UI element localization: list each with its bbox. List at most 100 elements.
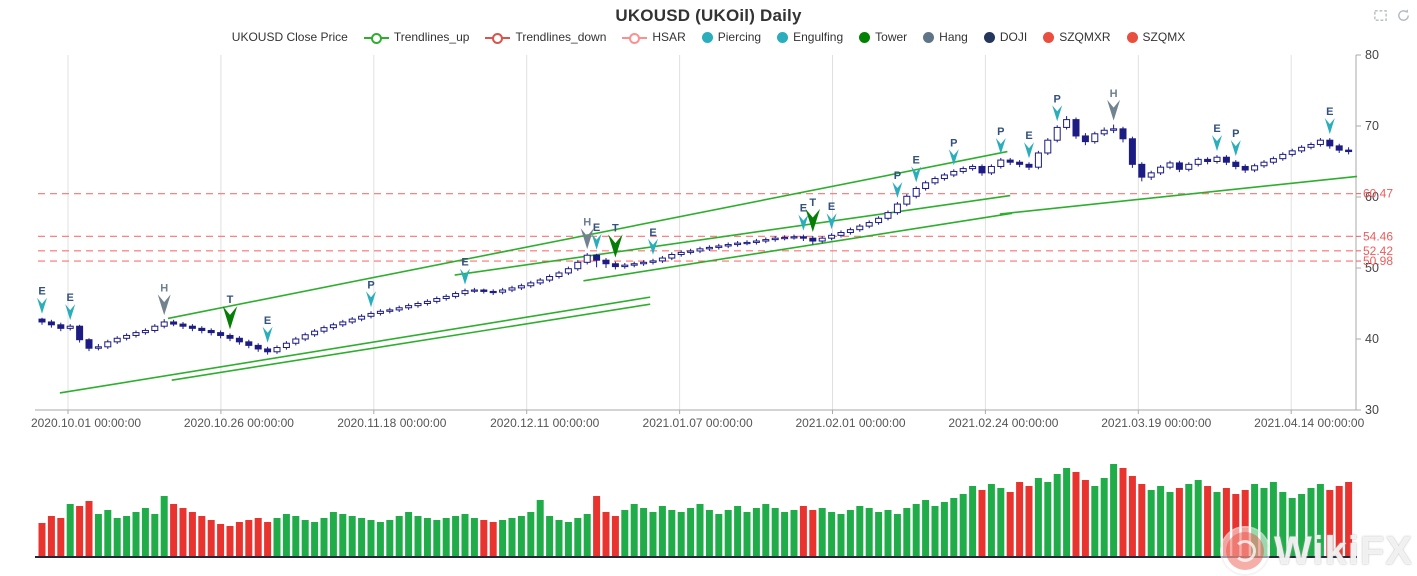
pattern-marker-arrow-tower [222, 306, 238, 330]
legend-item-engulfing[interactable]: Engulfing [777, 30, 843, 44]
volume-bar [358, 518, 366, 556]
legend-item-piercing[interactable]: Piercing [701, 30, 762, 44]
candle-body [1185, 163, 1193, 170]
legend-item-doji[interactable]: DOJI [983, 30, 1027, 44]
volume-bar [320, 518, 328, 556]
legend-item-trendlines-down[interactable]: Trendlines_down [485, 30, 606, 44]
volume-bar [235, 522, 243, 556]
candle-body [66, 325, 74, 329]
volume-bar [217, 524, 225, 556]
volume-bar [282, 514, 290, 556]
pattern-marker-arrow-engulfing [262, 326, 273, 343]
legend-circle-icon [859, 31, 871, 43]
volume-bar [1119, 468, 1127, 556]
legend-circle-icon [923, 31, 935, 43]
volume-bar [57, 518, 65, 556]
legend-item-tower[interactable]: Tower [859, 30, 907, 44]
volume-bar [442, 518, 450, 556]
volume-bar [593, 496, 601, 556]
volume-bar [1194, 480, 1202, 556]
volume-bar [1335, 486, 1343, 556]
legend-item-hsar[interactable]: HSAR [622, 30, 686, 44]
pattern-marker-letter: E [67, 292, 74, 304]
candle-body [1232, 161, 1240, 167]
legend-item-szqmxr[interactable]: SZQMXR [1043, 30, 1111, 44]
candle-body [743, 241, 751, 245]
candle-body [358, 315, 366, 320]
candle-body [1006, 159, 1014, 163]
candle-body [978, 165, 986, 174]
candle-body [781, 236, 789, 240]
legend-item-hang[interactable]: Hang [923, 30, 968, 44]
legend-label: SZQMX [1142, 30, 1186, 44]
chart-toolbox [1373, 8, 1411, 23]
pattern-marker-arrow-hang [157, 294, 171, 316]
candle-body [1119, 128, 1127, 140]
volume-bar [799, 506, 807, 556]
volume-bar [790, 510, 798, 556]
volume-bar [1063, 468, 1071, 556]
candle-body [1288, 150, 1296, 155]
restore-icon[interactable] [1396, 8, 1411, 23]
volume-bar [1298, 494, 1306, 556]
legend-item-szqmx[interactable]: SZQMX [1126, 30, 1186, 44]
box-zoom-icon[interactable] [1373, 8, 1388, 23]
volume-bar [1157, 486, 1165, 556]
volume-bar [527, 512, 535, 556]
candle-body [1044, 139, 1052, 154]
candle-body [1091, 133, 1099, 143]
volume-bar [602, 512, 610, 556]
legend-label: Tower [875, 30, 908, 44]
candle-body [677, 251, 685, 256]
volume-bar [1185, 484, 1193, 556]
volume-bar [734, 506, 742, 556]
x-axis-label: 2021.03.19 00:00:00 [1101, 416, 1211, 430]
volume-bar [433, 520, 441, 556]
legend-label: Trendlines_up [393, 30, 470, 44]
volume-bar [489, 522, 497, 556]
volume-bar [583, 514, 591, 556]
candle-body [527, 282, 535, 287]
candle-body [160, 321, 168, 327]
candle-body [329, 324, 337, 329]
volume-bar [743, 512, 751, 556]
candle-body [640, 261, 648, 265]
volume-bar [480, 520, 488, 556]
candle-body [649, 260, 657, 263]
volume-bar [997, 488, 1005, 556]
volume-bar [405, 512, 413, 556]
volume-bar [160, 496, 168, 556]
pattern-marker-letter: P [997, 126, 1004, 138]
pattern-marker-letter: P [950, 137, 957, 149]
volume-bar [1044, 482, 1052, 556]
volume-bar [1016, 482, 1024, 556]
volume-bar [292, 516, 300, 556]
candle-body [602, 259, 610, 265]
candle-body [875, 217, 883, 224]
y-axis-label: 40 [1365, 332, 1379, 346]
volume-bar [188, 512, 196, 556]
pattern-marker-arrow-engulfing [1024, 142, 1034, 159]
legend-item-trendlines-up[interactable]: Trendlines_up [363, 30, 470, 44]
candle-body [1298, 146, 1306, 152]
pattern-marker-arrow-engulfing [591, 233, 602, 250]
legend-item-ukousd-close-price[interactable]: UKOUSD Close Price [232, 30, 348, 44]
candle-body [113, 337, 121, 343]
pattern-marker-letter: P [367, 279, 374, 291]
volume-bar [715, 514, 723, 556]
pattern-marker-arrow-engulfing [826, 213, 837, 230]
legend-label: Hang [939, 30, 968, 44]
legend-label: Piercing [717, 30, 762, 44]
volume-bar [170, 504, 178, 556]
pattern-marker-arrow-engulfing [911, 166, 922, 183]
volume-bar [85, 501, 93, 556]
pattern-marker-letter: E [1213, 123, 1220, 135]
candle-body [226, 334, 234, 339]
candle-body [1025, 163, 1033, 168]
candle-body [715, 245, 723, 248]
candle-body [837, 232, 845, 236]
candle-body [367, 312, 375, 317]
volume-bar [724, 510, 732, 556]
